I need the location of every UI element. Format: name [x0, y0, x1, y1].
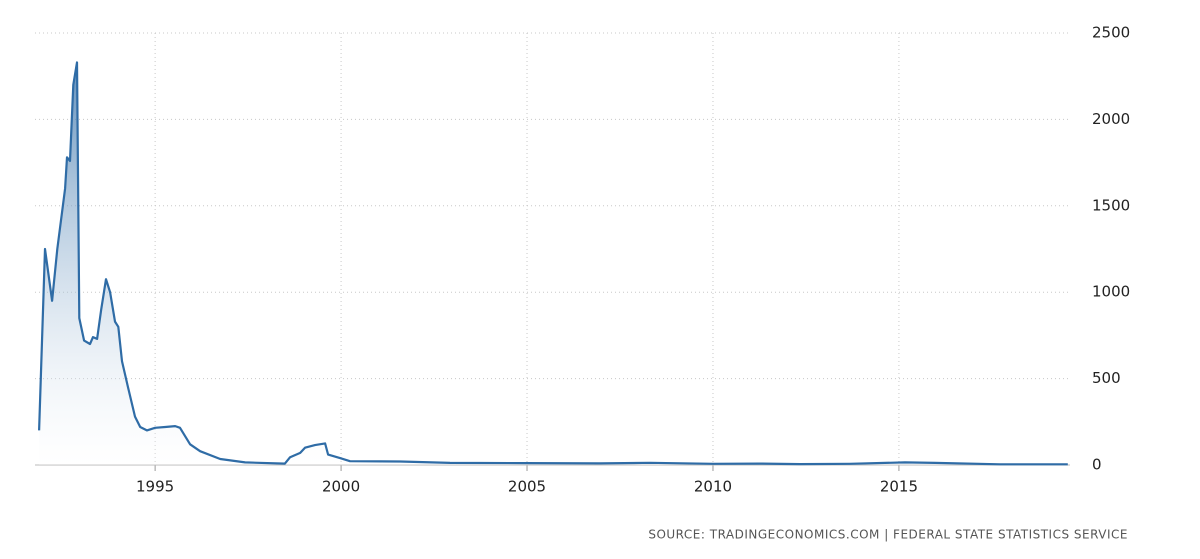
- x-tick-label: 1995: [136, 478, 174, 496]
- y-tick-label: 1000: [1092, 283, 1130, 301]
- x-tick-label: 2000: [322, 478, 360, 496]
- y-tick-label: 2000: [1092, 110, 1130, 128]
- x-tick-label: 2005: [508, 478, 546, 496]
- x-tick-label: 2015: [880, 478, 918, 496]
- x-tick-label: 2010: [694, 478, 732, 496]
- y-tick-label: 1500: [1092, 196, 1130, 214]
- data-line: [38, 61, 1068, 466]
- source-note: SOURCE: TRADINGECONOMICS.COM | FEDERAL S…: [648, 528, 1128, 542]
- y-tick-label: 500: [1092, 369, 1121, 387]
- y-tick-label: 2500: [1092, 24, 1130, 42]
- area-fill: [39, 62, 1068, 466]
- y-tick-label: 0: [1092, 456, 1102, 474]
